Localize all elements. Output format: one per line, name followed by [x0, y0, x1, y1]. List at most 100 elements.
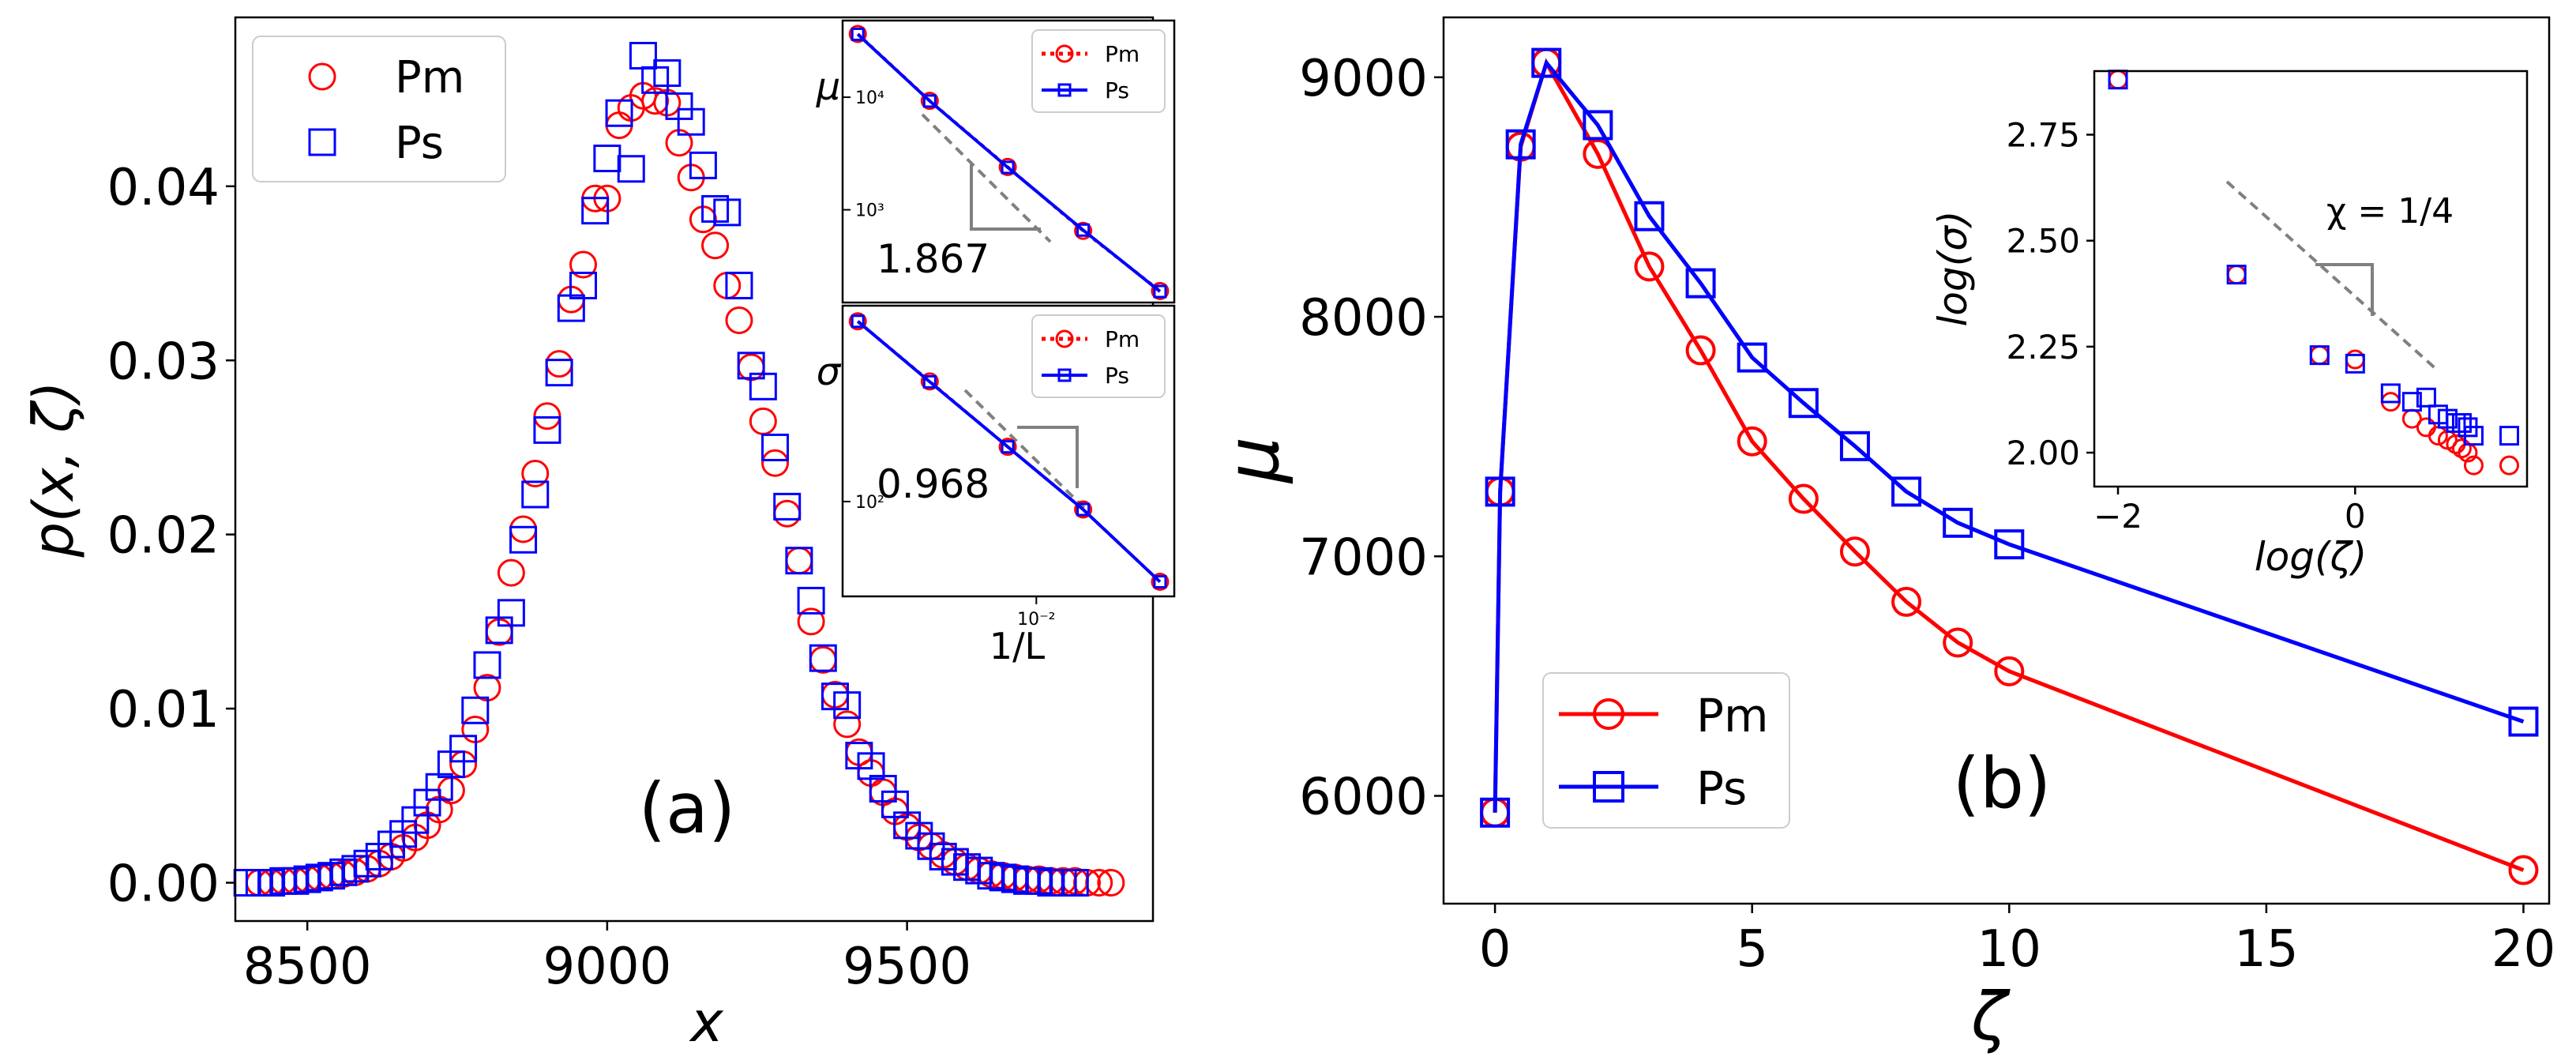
b-ytick-label: 9000: [1299, 50, 1428, 108]
ps-marker: [509, 525, 538, 554]
b-xtick-label: 0: [1479, 920, 1511, 979]
b-xtick-label: 15: [2234, 920, 2298, 979]
a-ytick-label: 0.00: [107, 855, 220, 914]
chi-annotation: χ = 1/4: [2326, 191, 2454, 231]
pm-marker: [1085, 869, 1113, 897]
inset-frame: [841, 19, 1176, 304]
ps-marker: [497, 599, 525, 627]
ps-marker: [1685, 268, 1716, 299]
inset-y-axis-title: σ: [817, 350, 842, 394]
pm-marker: [1583, 138, 1613, 169]
legend-ps-marker: [1593, 771, 1624, 803]
ps-marker: [1001, 160, 1015, 175]
ps-marker: [1788, 388, 1819, 419]
ps-marker: [677, 107, 705, 136]
ps-marker: [605, 99, 633, 127]
inset-x-axis-title: 1/L: [989, 625, 1046, 667]
inset-y-axis-title: μ: [816, 65, 841, 109]
pm-marker: [2451, 438, 2472, 459]
ps-marker: [2499, 426, 2519, 446]
inset-xtick-label: 0: [2345, 497, 2366, 536]
inset-ytick-label: 2.25: [2006, 328, 2080, 367]
ps-marker: [922, 94, 937, 108]
ps-line: [856, 32, 1162, 293]
legend-ps-marker: [1057, 368, 1072, 382]
legend-pm-label: Pm: [395, 52, 464, 103]
chart-a-root: 8500 9000 9500 0.00 0.01 0.02 0.03 0.04 x p(x, ζ)…: [21, 16, 1155, 1055]
pm-marker: [998, 157, 1017, 176]
ps-marker: [1839, 430, 1870, 461]
panel-label-a: (a): [639, 768, 736, 849]
ps-marker: [629, 41, 657, 70]
ps-marker: [1153, 575, 1167, 589]
inset-frame: [841, 304, 1176, 598]
legend-ps-label: Ps: [395, 118, 444, 169]
plot-frame-b: [1442, 16, 2551, 905]
pm-marker: [1994, 656, 2025, 686]
ps-marker: [797, 586, 825, 615]
legend-pm-label: Pm: [1105, 41, 1140, 67]
ps-marker: [1480, 797, 1511, 828]
pm-marker: [545, 350, 573, 378]
pm-marker: [1685, 335, 1716, 366]
a-ytick-label: 0.03: [107, 333, 220, 391]
inset-ytick-label: 10³: [855, 201, 884, 221]
pm-marker: [773, 499, 802, 528]
a-ytick-label: 0.01: [107, 681, 220, 739]
pm-marker: [1891, 586, 1922, 617]
pm-marker: [725, 306, 753, 335]
ps-marker: [581, 197, 610, 225]
slope-guide-line: [963, 389, 1090, 513]
inset-legend-box: [1031, 314, 1166, 398]
legend-pm-label: Pm: [1105, 326, 1140, 352]
pm-marker: [1737, 426, 1767, 457]
pm-marker: [920, 92, 939, 111]
b-xtick-label: 5: [1736, 920, 1768, 979]
ps-marker: [1076, 502, 1091, 517]
ps-marker: [2380, 383, 2401, 404]
slope-label: 1.867: [877, 236, 989, 282]
b-ytick-label: 7000: [1299, 528, 1428, 587]
ps-marker: [1001, 440, 1015, 454]
inset-xtick-label: 10⁻²: [1017, 610, 1055, 630]
y-axis-title: μ: [1211, 437, 1295, 485]
inset-y-axis-title: log(σ): [1930, 211, 1976, 327]
ps-marker: [1994, 529, 2025, 560]
pm-marker: [809, 645, 837, 674]
pm-marker: [1943, 627, 1973, 658]
b-xtick-label: 10: [1977, 920, 2041, 979]
ps-marker: [851, 314, 865, 329]
pm-marker: [2508, 855, 2539, 885]
ps-marker: [833, 691, 862, 720]
pm-marker: [998, 438, 1017, 457]
ps-line: [856, 320, 1162, 583]
ps-marker: [761, 433, 790, 461]
legend-ps-label: Ps: [1105, 363, 1129, 389]
ps-marker: [2508, 706, 2539, 737]
ps-marker: [1505, 129, 1536, 160]
ps-marker: [617, 155, 645, 183]
pm-marker: [1151, 573, 1170, 592]
panel-label-b: (b): [1953, 743, 2052, 824]
ps-marker: [725, 271, 753, 299]
pm-marker: [785, 547, 813, 575]
chart-a-inset-mu-root: 10³ 10⁴ μ 1.867 Pm Ps: [816, 19, 1176, 304]
chart-a-inset-sigma-root: 10² 10⁻²1/L σ 0.968 Pm Ps: [817, 304, 1176, 667]
ps-marker: [1943, 507, 1973, 538]
ps-marker: [713, 198, 742, 227]
inset-legend-box: [1031, 29, 1166, 113]
ps-marker: [2309, 345, 2330, 366]
slope-triangle: [970, 164, 1041, 231]
pm-marker: [1097, 869, 1125, 897]
ps-marker: [2226, 265, 2247, 285]
pm-marker: [848, 24, 867, 43]
pm-marker: [1839, 536, 1870, 567]
a-ytick-label: 0.04: [107, 159, 220, 217]
ps-marker: [545, 359, 573, 387]
slope-triangle: [2315, 263, 2374, 316]
inset-ytick-label: 2.75: [2006, 116, 2080, 155]
pm-marker: [2463, 455, 2484, 476]
a-xtick-label: 9500: [843, 938, 971, 996]
ps-marker: [1076, 223, 1091, 237]
pm-marker: [761, 449, 790, 477]
